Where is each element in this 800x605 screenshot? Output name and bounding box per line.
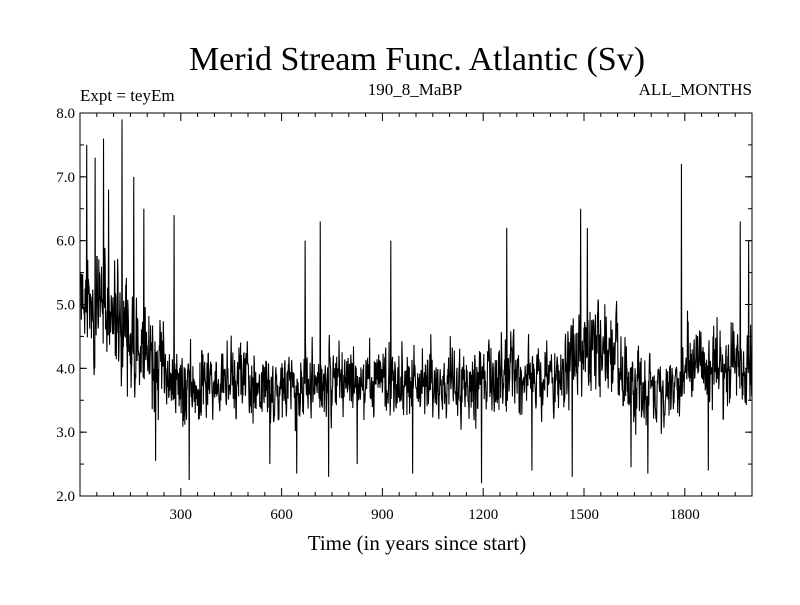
y-tick-label: 4.0 [56,361,75,377]
x-tick-label: 1200 [468,507,498,523]
experiment-label: Expt = teyEm [80,86,175,105]
x-tick-label: 1800 [670,507,700,523]
y-tick-label: 8.0 [56,106,75,122]
months-label: ALL_MONTHS [639,80,752,99]
y-tick-label: 7.0 [56,170,75,186]
y-tick-label: 6.0 [56,234,75,250]
chart-title: Merid Stream Func. Atlantic (Sv) [189,41,645,78]
y-tick-label: 2.0 [56,489,75,505]
series-line [79,119,753,484]
x-tick-label: 1500 [569,507,599,523]
x-tick-label: 600 [270,507,293,523]
x-tick-label: 300 [170,507,193,523]
y-tick-label: 5.0 [56,298,75,314]
x-tick-label: 900 [371,507,394,523]
period-label: 190_8_MaBP [368,80,462,99]
y-tick-label: 3.0 [56,425,75,441]
plot-frame [79,112,753,497]
x-axis-label: Time (in years since start) [308,531,527,555]
